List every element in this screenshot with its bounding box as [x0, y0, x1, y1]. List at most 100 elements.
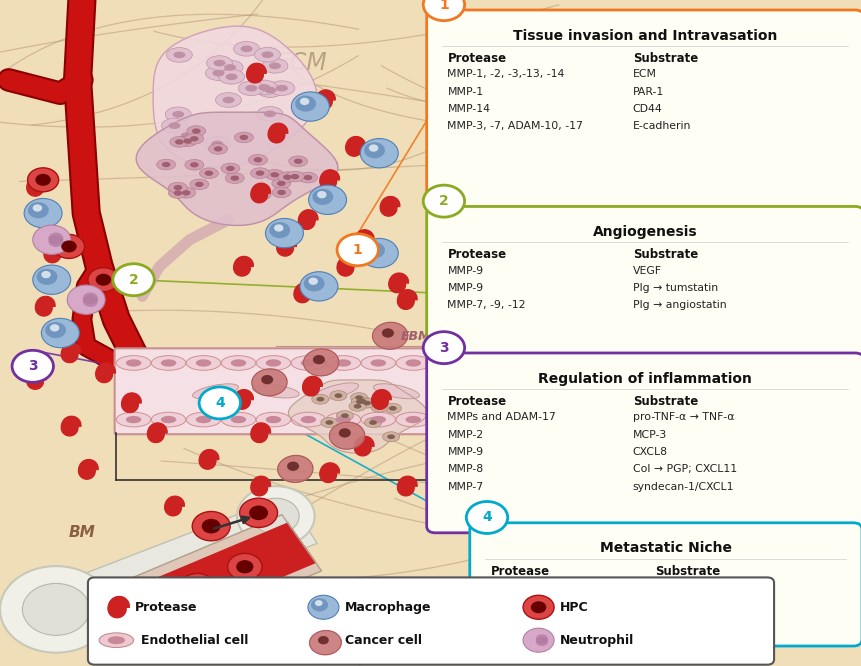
- Text: 3: 3: [28, 359, 38, 374]
- Ellipse shape: [240, 45, 252, 52]
- Ellipse shape: [405, 360, 420, 366]
- Circle shape: [269, 222, 290, 238]
- Text: MMP-1, -2, -3,-13, -14: MMP-1, -2, -3,-13, -14: [447, 69, 564, 79]
- Ellipse shape: [257, 107, 282, 121]
- Ellipse shape: [168, 188, 187, 198]
- Ellipse shape: [165, 107, 191, 122]
- Polygon shape: [233, 256, 253, 276]
- Circle shape: [423, 0, 464, 21]
- Circle shape: [141, 600, 158, 613]
- Ellipse shape: [251, 80, 277, 95]
- Ellipse shape: [181, 133, 193, 139]
- Circle shape: [381, 328, 393, 338]
- Circle shape: [227, 553, 262, 580]
- Ellipse shape: [334, 394, 342, 398]
- Circle shape: [36, 268, 58, 285]
- Ellipse shape: [234, 132, 253, 143]
- Circle shape: [318, 636, 329, 645]
- Circle shape: [0, 566, 112, 653]
- Ellipse shape: [375, 405, 383, 410]
- Text: CXCL8: CXCL8: [632, 447, 667, 457]
- Circle shape: [337, 234, 378, 266]
- Ellipse shape: [358, 398, 375, 408]
- Polygon shape: [78, 460, 98, 479]
- Polygon shape: [233, 390, 253, 409]
- Circle shape: [201, 519, 220, 533]
- Text: Angiogenesis: Angiogenesis: [592, 225, 697, 239]
- Polygon shape: [380, 196, 400, 216]
- Polygon shape: [354, 436, 374, 456]
- Circle shape: [96, 274, 111, 286]
- Polygon shape: [319, 170, 339, 189]
- Ellipse shape: [330, 391, 347, 401]
- Polygon shape: [277, 456, 313, 482]
- Ellipse shape: [182, 190, 190, 196]
- Ellipse shape: [290, 174, 299, 179]
- Text: Macrophage: Macrophage: [344, 601, 431, 614]
- Text: 2: 2: [438, 194, 449, 208]
- Ellipse shape: [395, 356, 430, 370]
- Circle shape: [317, 191, 326, 198]
- Circle shape: [83, 295, 98, 307]
- Circle shape: [303, 276, 325, 292]
- Polygon shape: [329, 422, 364, 449]
- Circle shape: [291, 92, 329, 121]
- Ellipse shape: [276, 180, 285, 186]
- Circle shape: [369, 145, 378, 152]
- Circle shape: [536, 634, 548, 644]
- Ellipse shape: [187, 126, 206, 137]
- Circle shape: [24, 198, 62, 228]
- Ellipse shape: [349, 402, 366, 412]
- Ellipse shape: [265, 169, 284, 180]
- Circle shape: [133, 593, 167, 620]
- Ellipse shape: [152, 412, 186, 427]
- Ellipse shape: [173, 51, 185, 58]
- Text: Substrate: Substrate: [632, 52, 697, 65]
- Text: ECM: ECM: [654, 599, 678, 609]
- Text: 1: 1: [438, 0, 449, 12]
- Polygon shape: [121, 393, 141, 412]
- Ellipse shape: [341, 414, 349, 418]
- Ellipse shape: [282, 174, 291, 180]
- Polygon shape: [246, 63, 266, 83]
- Ellipse shape: [291, 356, 325, 370]
- Circle shape: [530, 601, 546, 613]
- Ellipse shape: [170, 137, 189, 147]
- Text: MMP-9: MMP-9: [447, 447, 483, 457]
- Text: 2: 2: [128, 272, 139, 287]
- Ellipse shape: [387, 434, 394, 439]
- Text: Cancer cell: Cancer cell: [344, 633, 422, 647]
- Circle shape: [41, 318, 79, 348]
- Ellipse shape: [325, 420, 333, 425]
- Circle shape: [67, 285, 105, 314]
- Ellipse shape: [186, 412, 220, 427]
- Ellipse shape: [99, 633, 133, 647]
- Text: MMP-9: MMP-9: [490, 582, 526, 592]
- Polygon shape: [251, 476, 270, 496]
- Polygon shape: [10, 496, 317, 650]
- Text: Protease: Protease: [447, 395, 506, 408]
- Ellipse shape: [336, 411, 353, 421]
- Polygon shape: [35, 296, 55, 316]
- Ellipse shape: [152, 356, 186, 370]
- Circle shape: [523, 595, 554, 619]
- Text: Metastatic Niche: Metastatic Niche: [599, 541, 731, 555]
- Text: ECM: ECM: [276, 51, 327, 75]
- Ellipse shape: [225, 172, 244, 183]
- Ellipse shape: [157, 159, 176, 170]
- Circle shape: [33, 265, 71, 294]
- Ellipse shape: [205, 66, 231, 81]
- Polygon shape: [251, 423, 270, 442]
- Circle shape: [287, 462, 299, 471]
- Text: MMP-7, -9, -12: MMP-7, -9, -12: [447, 300, 525, 310]
- Polygon shape: [309, 631, 341, 655]
- Ellipse shape: [211, 141, 223, 147]
- Ellipse shape: [288, 156, 307, 166]
- Circle shape: [249, 505, 268, 520]
- Ellipse shape: [222, 97, 234, 103]
- Ellipse shape: [256, 356, 290, 370]
- Circle shape: [48, 232, 64, 244]
- Text: HPC: HPC: [560, 601, 588, 614]
- Text: Neutrophil: Neutrophil: [560, 633, 634, 647]
- Text: MMP-2: MMP-2: [447, 430, 483, 440]
